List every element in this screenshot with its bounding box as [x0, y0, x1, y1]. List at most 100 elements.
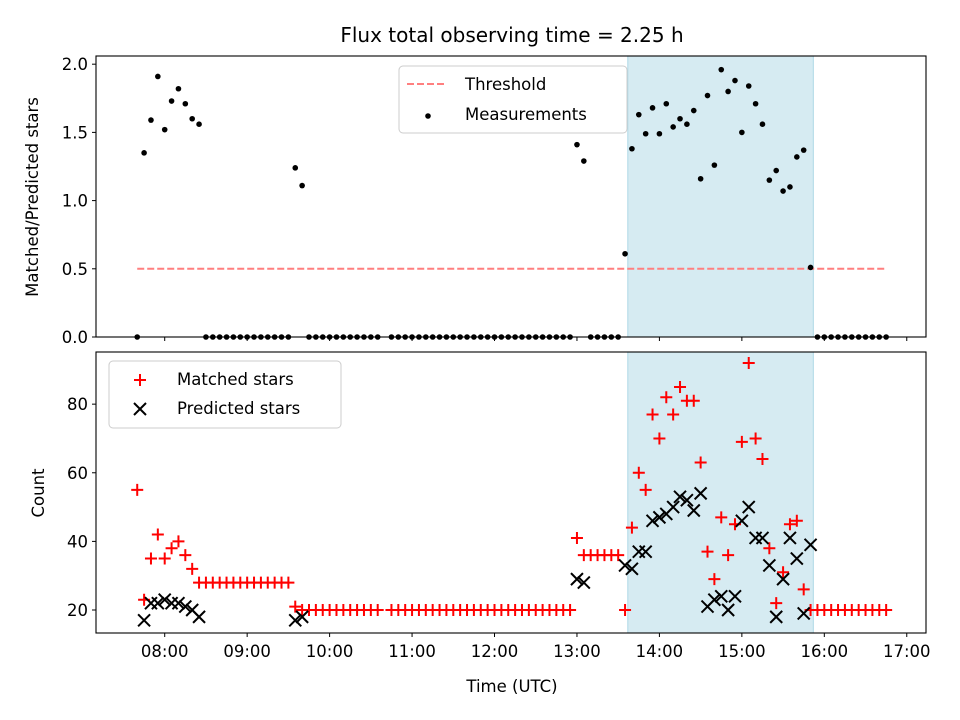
predicted-stars-point	[769, 610, 783, 624]
predicted-stars-point	[618, 558, 632, 573]
matched-stars-point	[742, 356, 755, 369]
y-tick-label: 60	[67, 464, 88, 483]
predicted-stars-point	[151, 596, 165, 610]
predicted-stars-point	[295, 610, 309, 624]
measurement-point	[766, 177, 773, 183]
predicted-stars-point	[178, 599, 193, 614]
predicted-stars-point	[652, 510, 667, 525]
matched-stars-point	[158, 552, 171, 565]
matched-stars-point	[701, 545, 714, 558]
measurement-point	[697, 175, 704, 182]
predicted-stars-point	[728, 589, 742, 603]
predicted-stars-point	[721, 603, 735, 617]
measurement-point	[670, 124, 676, 130]
matched-stars-point	[777, 566, 790, 579]
matched-stars-point	[564, 604, 577, 617]
count-panel: 20 40 60 80 08:00 09:00 10:00 11:00 12:00 13:00 14…	[29, 351, 931, 696]
predicted-stars-point	[680, 493, 694, 507]
measurement-point	[168, 98, 175, 104]
x-tick-label: 13:00	[553, 642, 601, 661]
measurement-point	[182, 100, 189, 107]
ratio-legend: Threshold Measurements	[398, 65, 628, 134]
x-tick-label: 15:00	[718, 642, 766, 661]
measurement-point	[732, 77, 738, 84]
predicted-stars-point	[707, 593, 722, 607]
measurement-point	[780, 188, 786, 194]
count-legend: Matched stars Predicted stars	[108, 360, 342, 429]
matched-stars-point	[770, 597, 783, 610]
predicted-stars-point	[577, 575, 591, 590]
measurement-point	[759, 121, 766, 128]
matched-stars-point	[172, 535, 185, 548]
matched-stars-point	[625, 521, 638, 534]
y-tick-label: 1.0	[62, 192, 88, 211]
measurement-point	[752, 100, 759, 107]
measurement-point	[739, 129, 745, 136]
predicted-stars-point	[645, 514, 660, 528]
matched-stars-point	[694, 456, 707, 469]
observing-window-shade	[627, 351, 814, 634]
matched-stars-point	[763, 542, 776, 555]
legend-measurements-swatch	[425, 113, 431, 119]
measurement-point	[299, 182, 305, 189]
predicted-stars-point	[790, 551, 804, 566]
measurement-point	[704, 92, 711, 99]
matched-stars-point	[165, 542, 178, 555]
legend-predicted-label: Predicted stars	[177, 399, 300, 418]
y-tick-label: 20	[67, 601, 88, 620]
measurement-point	[656, 130, 663, 137]
matched-stars-point	[371, 604, 384, 617]
measurement-point	[148, 117, 154, 123]
x-tick-label: 11:00	[388, 642, 436, 661]
predicted-stars-point	[742, 500, 756, 514]
predicted-stars-point	[158, 593, 172, 607]
predicted-stars-point	[735, 514, 749, 528]
ratio-y-axis-label: Matched/Predicted stars	[23, 97, 42, 297]
matched-stars-point	[667, 408, 680, 421]
legend-predicted-swatch	[133, 402, 147, 416]
legend-threshold-label: Threshold	[464, 75, 546, 94]
predicted-stars-point	[762, 558, 777, 573]
measurement-point	[807, 264, 814, 271]
predicted-stars-point	[171, 596, 186, 610]
y-tick-label: 0.5	[62, 260, 88, 279]
x-tick-label: 09:00	[223, 642, 271, 661]
y-tick-label: 40	[67, 532, 88, 551]
matched-stars-point	[612, 549, 625, 562]
ratio-panel: 0.00.51.01.52.0 Matched/Predicted stars …	[23, 55, 927, 347]
matched-stars-point	[186, 562, 199, 575]
matched-stars-point	[660, 391, 673, 404]
count-y-axis-label: Count	[29, 468, 48, 518]
matched-stars-point	[131, 483, 144, 496]
measurement-point	[161, 126, 168, 133]
matched-stars-point	[708, 573, 721, 586]
legend-matched-swatch	[134, 374, 146, 386]
predicted-stars-point	[776, 572, 790, 586]
predicted-stars-point	[687, 503, 701, 518]
matched-stars-point	[639, 483, 652, 496]
predicted-stars-point	[638, 544, 653, 559]
matched-stars-point	[715, 511, 728, 524]
x-tick-label: 10:00	[306, 642, 354, 661]
matched-stars-point	[646, 408, 659, 421]
measurement-point	[196, 121, 202, 128]
predicted-stars-point	[714, 589, 728, 603]
measurement-point	[622, 250, 628, 257]
measurement-point	[677, 115, 683, 122]
measurement-point	[800, 147, 807, 153]
measurement-point	[690, 107, 697, 114]
matched-stars-point	[722, 549, 735, 562]
chart-title: Flux total observing time = 2.25 h	[340, 23, 683, 47]
matched-stars-point	[735, 435, 748, 448]
measurement-point	[629, 145, 635, 152]
matched-stars-point	[880, 604, 893, 617]
predicted-stars-point	[625, 562, 639, 576]
predicted-stars-point	[288, 613, 302, 628]
matched-stars-point	[144, 552, 157, 565]
measurement-point	[175, 85, 182, 92]
y-tick-label: 80	[67, 395, 88, 414]
measurement-point	[787, 184, 793, 190]
matched-stars-point	[653, 432, 666, 445]
measurement-point	[574, 141, 580, 148]
predicted-stars-point	[693, 486, 708, 501]
